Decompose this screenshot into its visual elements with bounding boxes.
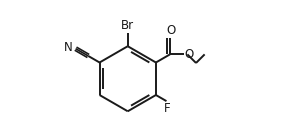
Text: N: N	[64, 41, 73, 54]
Text: Br: Br	[121, 19, 134, 32]
Text: F: F	[164, 102, 170, 115]
Text: O: O	[166, 24, 175, 37]
Text: O: O	[185, 48, 194, 61]
